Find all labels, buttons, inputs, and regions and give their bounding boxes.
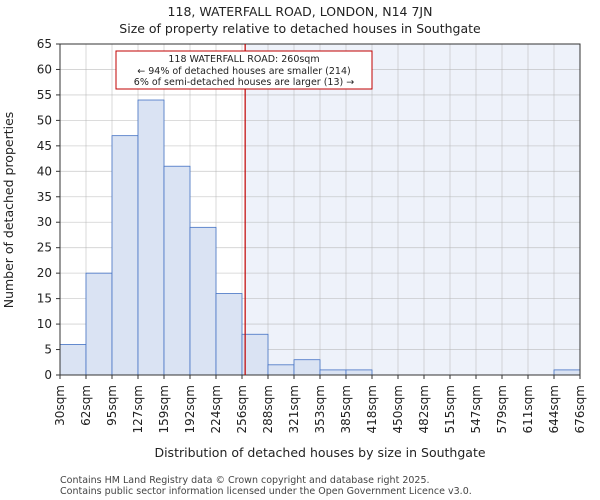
bar-224sqm — [215, 293, 243, 376]
y-tick-label: 55 — [37, 88, 52, 102]
bar-62sqm — [85, 272, 113, 376]
x-tick-label: 62sqm — [79, 385, 93, 426]
footer-line-2: Contains public sector information licen… — [60, 486, 472, 497]
bar-30sqm — [59, 344, 87, 376]
x-tick-label: 224sqm — [209, 385, 223, 433]
chart-title-line-1: 118, WATERFALL ROAD, LONDON, N14 7JN — [168, 4, 433, 19]
annotation-line-1: 118 WATERFALL ROAD: 260sqm — [168, 54, 319, 65]
y-tick-label: 10 — [37, 317, 52, 331]
x-tick-label: 321sqm — [287, 385, 301, 433]
y-tick-label: 65 — [37, 37, 52, 51]
x-tick-label: 95sqm — [105, 385, 119, 426]
y-tick-label: 20 — [37, 266, 52, 280]
x-tick-label: 159sqm — [157, 385, 171, 433]
x-tick-label: 288sqm — [261, 385, 275, 433]
bar-321sqm — [293, 359, 321, 376]
bar-127sqm — [137, 99, 165, 376]
x-axis-label: Distribution of detached houses by size … — [154, 445, 485, 460]
y-axis-label: Number of detached properties — [1, 112, 16, 309]
bars — [59, 99, 581, 376]
bar-95sqm — [111, 135, 139, 376]
annotation-line-2: ← 94% of detached houses are smaller (21… — [137, 66, 350, 77]
x-tick-label: 676sqm — [573, 385, 587, 433]
y-tick-label: 60 — [37, 62, 52, 76]
y-tick-label: 5 — [44, 343, 52, 357]
x-tick-label: 256sqm — [235, 385, 249, 433]
annotation-line-3: 6% of semi-detached houses are larger (1… — [134, 77, 354, 88]
x-tick-label: 547sqm — [469, 385, 483, 433]
x-tick-label: 482sqm — [417, 385, 431, 433]
bar-256sqm — [241, 333, 269, 376]
x-tick-label: 192sqm — [183, 385, 197, 433]
bar-192sqm — [189, 226, 217, 376]
y-tick-label: 0 — [44, 368, 52, 382]
bar-644sqm — [553, 369, 581, 376]
x-tick-label: 127sqm — [131, 385, 145, 433]
x-tick-label: 579sqm — [495, 385, 509, 433]
footer-line-1: Contains HM Land Registry data © Crown c… — [60, 475, 430, 486]
annotation-box: 118 WATERFALL ROAD: 260sqm ← 94% of deta… — [115, 50, 373, 90]
x-tick-label: 353sqm — [313, 385, 327, 433]
x-tick-label: 385sqm — [339, 385, 353, 433]
x-axis-ticks: 30sqm 62sqm 95sqm 127sqm 159sqm 192sqm 224sqm 2… — [53, 375, 587, 433]
bar-385sqm — [345, 369, 373, 376]
x-tick-label: 450sqm — [391, 385, 405, 433]
x-tick-label: 418sqm — [365, 385, 379, 433]
y-tick-label: 45 — [37, 139, 52, 153]
y-tick-label: 25 — [37, 241, 52, 255]
y-tick-label: 35 — [37, 190, 52, 204]
y-axis-ticks: 0 5 10 15 20 25 30 35 40 45 50 55 60 65 — [37, 37, 60, 382]
bar-288sqm — [267, 364, 295, 376]
y-tick-label: 30 — [37, 215, 52, 229]
x-tick-label: 611sqm — [521, 385, 535, 433]
y-tick-label: 40 — [37, 164, 52, 178]
x-tick-label: 644sqm — [547, 385, 561, 433]
y-tick-label: 15 — [37, 292, 52, 306]
x-tick-label: 515sqm — [443, 385, 457, 433]
bar-159sqm — [163, 165, 191, 376]
bar-353sqm — [319, 369, 347, 376]
y-tick-label: 50 — [37, 113, 52, 127]
annotation-frame — [115, 50, 373, 90]
x-tick-label: 30sqm — [53, 385, 67, 426]
chart-title-line-2: Size of property relative to detached ho… — [119, 21, 481, 36]
larger-properties-region — [245, 44, 580, 375]
